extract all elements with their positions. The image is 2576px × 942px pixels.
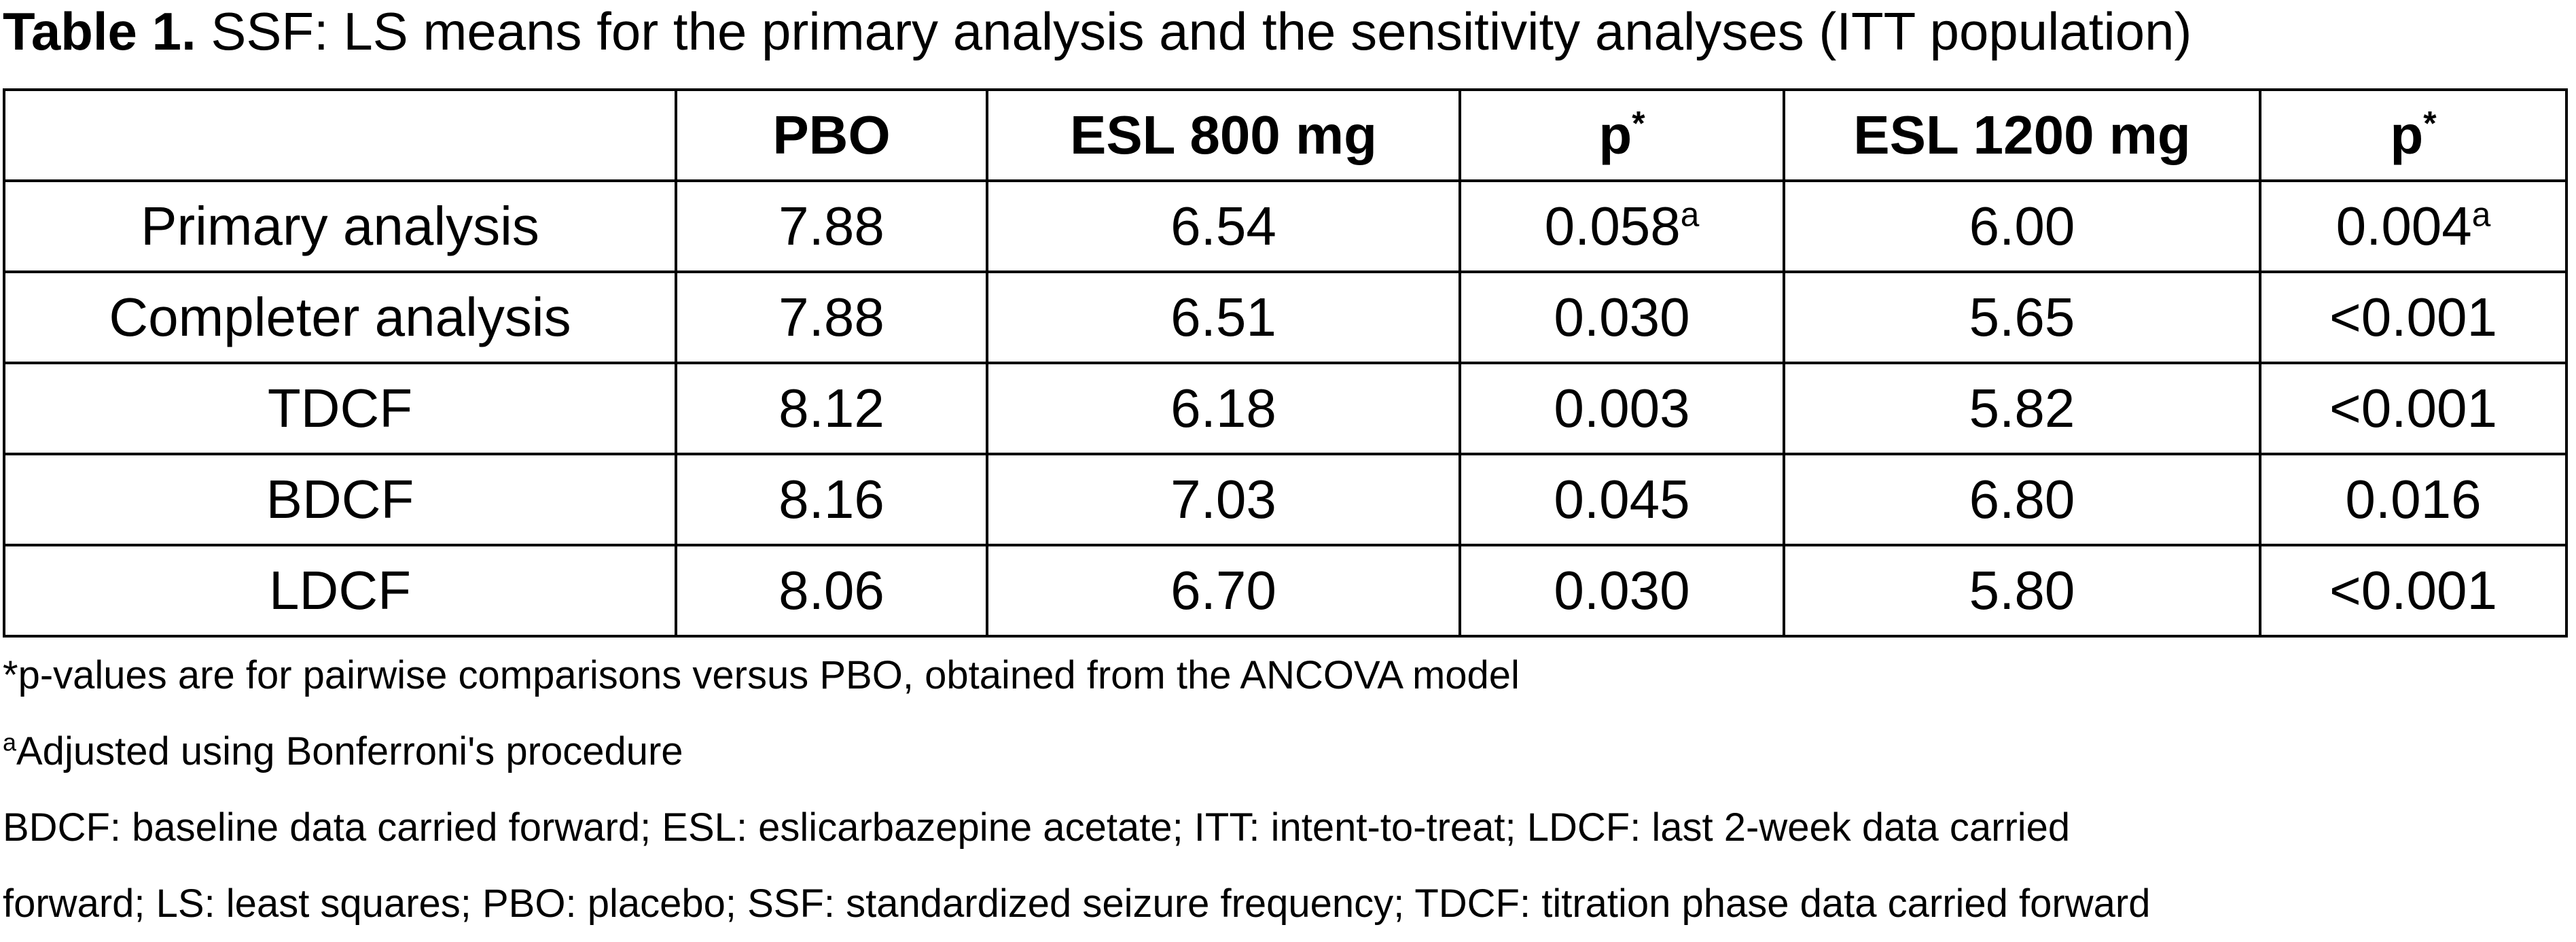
cell-text: 7.88 [779, 196, 884, 256]
cell-text: 6.70 [1170, 560, 1276, 621]
data-cell: <0.001 [2259, 544, 2568, 638]
table-title-text: SSF: LS means for the primary analysis a… [196, 1, 2192, 61]
footnote-pvalues: *p-values are for pairwise comparisons v… [3, 638, 2576, 714]
column-header: p* [2259, 88, 2568, 182]
cell-text: 0.030 [1554, 287, 1690, 347]
cell-text: 6.00 [1969, 196, 2075, 256]
cell-text: Primary analysis [141, 196, 539, 256]
footnotes: *p-values are for pairwise comparisons v… [3, 638, 2576, 942]
data-cell: <0.001 [2259, 362, 2568, 455]
data-cell: <0.001 [2259, 271, 2568, 364]
cell-text: ESL 800 mg [1069, 105, 1378, 165]
cell-superscript: * [1632, 104, 1645, 143]
cell-text: 6.80 [1969, 469, 2075, 529]
results-table: PBO ESL 800 mg p* ESL 1200 mg p* Primary ana… [3, 88, 2568, 638]
cell-superscript: a [1680, 195, 1700, 234]
cell-superscript: a [2471, 195, 2491, 234]
table-row: Completer analysis 7.88 6.51 0.030 5.65 <0.00… [3, 271, 2568, 364]
table-row: TDCF 8.12 6.18 0.003 5.82 <0.001 [3, 362, 2568, 455]
data-cell: 7.88 [675, 179, 988, 273]
data-cell: 5.80 [1783, 544, 2261, 638]
cell-text: <0.001 [2329, 378, 2497, 438]
row-label: Completer analysis [3, 271, 677, 364]
cell-text: <0.001 [2329, 560, 2497, 621]
cell-text: 5.65 [1969, 287, 2075, 347]
data-cell: 6.18 [986, 362, 1461, 455]
table-row: Primary analysis 7.88 6.54 0.058a 6.00 0.004a [3, 179, 2568, 273]
data-cell: 6.00 [1783, 179, 2261, 273]
cell-text: 8.06 [779, 560, 884, 621]
table-row: BDCF 8.16 7.03 0.045 6.80 0.016 [3, 453, 2568, 546]
cell-text: <0.001 [2329, 287, 2497, 347]
cell-text: p [2390, 105, 2424, 165]
data-cell: 0.058a [1459, 179, 1785, 273]
header-row: PBO ESL 800 mg p* ESL 1200 mg p* [3, 88, 2568, 182]
data-cell: 8.06 [675, 544, 988, 638]
cell-text: 6.18 [1170, 378, 1276, 438]
row-label: LDCF [3, 544, 677, 638]
table-title: Table 1. SSF: LS means for the primary a… [3, 1, 2576, 61]
data-cell: 6.80 [1783, 453, 2261, 546]
cell-text: 5.82 [1969, 378, 2075, 438]
row-label: BDCF [3, 453, 677, 546]
footnote-abbreviations-line2-text: forward; LS: least squares; PBO: placebo… [3, 882, 2151, 926]
data-cell: 8.12 [675, 362, 988, 455]
cell-text: 0.045 [1554, 469, 1690, 529]
cell-text: 0.003 [1554, 378, 1690, 438]
cell-text: 7.88 [779, 287, 884, 347]
data-cell: 0.004a [2259, 179, 2568, 273]
footnote-abbreviations-line2: forward; LS: least squares; PBO: placebo… [3, 866, 2576, 942]
table-title-label: Table 1. [3, 1, 196, 61]
cell-text: TDCF [267, 378, 413, 438]
column-header: PBO [675, 88, 988, 182]
cell-text: 8.12 [779, 378, 884, 438]
row-label: TDCF [3, 362, 677, 455]
data-cell: 5.65 [1783, 271, 2261, 364]
column-header: ESL 800 mg [986, 88, 1461, 182]
cell-text: 0.016 [2345, 469, 2482, 529]
data-cell: 0.003 [1459, 362, 1785, 455]
cell-text: BDCF [266, 469, 414, 529]
cell-text: p [1598, 105, 1632, 165]
column-header [3, 88, 677, 182]
data-cell: 7.88 [675, 271, 988, 364]
data-cell: 6.54 [986, 179, 1461, 273]
cell-text: 0.058 [1544, 196, 1681, 256]
data-cell: 0.030 [1459, 271, 1785, 364]
data-cell: 0.030 [1459, 544, 1785, 638]
cell-text: 5.80 [1969, 560, 2075, 621]
data-cell: 0.045 [1459, 453, 1785, 546]
column-header: p* [1459, 88, 1785, 182]
column-header: ESL 1200 mg [1783, 88, 2261, 182]
cell-text: 0.030 [1554, 560, 1690, 621]
footnote-abbreviations-line1: BDCF: baseline data carried forward; ESL… [3, 790, 2576, 866]
cell-text: 0.004 [2336, 196, 2472, 256]
row-label: Primary analysis [3, 179, 677, 273]
cell-text: ESL 1200 mg [1853, 105, 2191, 165]
data-cell: 6.51 [986, 271, 1461, 364]
cell-text: 8.16 [779, 469, 884, 529]
cell-text: 7.03 [1170, 469, 1276, 529]
cell-text: LDCF [269, 560, 411, 621]
cell-superscript: * [2423, 104, 2437, 143]
footnote-bonferroni: aAdjusted using Bonferroni's procedure [3, 714, 2576, 790]
cell-text: 6.54 [1170, 196, 1276, 256]
cell-text: Completer analysis [109, 287, 571, 347]
cell-text: 6.51 [1170, 287, 1276, 347]
table-row: LDCF 8.06 6.70 0.030 5.80 <0.001 [3, 544, 2568, 638]
footnote-bonferroni-text: Adjusted using Bonferroni's procedure [16, 729, 683, 773]
data-cell: 8.16 [675, 453, 988, 546]
data-cell: 5.82 [1783, 362, 2261, 455]
table-body: Primary analysis 7.88 6.54 0.058a 6.00 0.004a… [3, 179, 2568, 638]
cell-text: PBO [772, 105, 891, 165]
footnote-bonferroni-marker: a [3, 728, 16, 756]
footnote-abbreviations-line1-text: BDCF: baseline data carried forward; ESL… [3, 805, 2071, 850]
data-cell: 0.016 [2259, 453, 2568, 546]
data-cell: 7.03 [986, 453, 1461, 546]
data-cell: 6.70 [986, 544, 1461, 638]
footnote-pvalues-text: *p-values are for pairwise comparisons v… [3, 653, 1520, 697]
